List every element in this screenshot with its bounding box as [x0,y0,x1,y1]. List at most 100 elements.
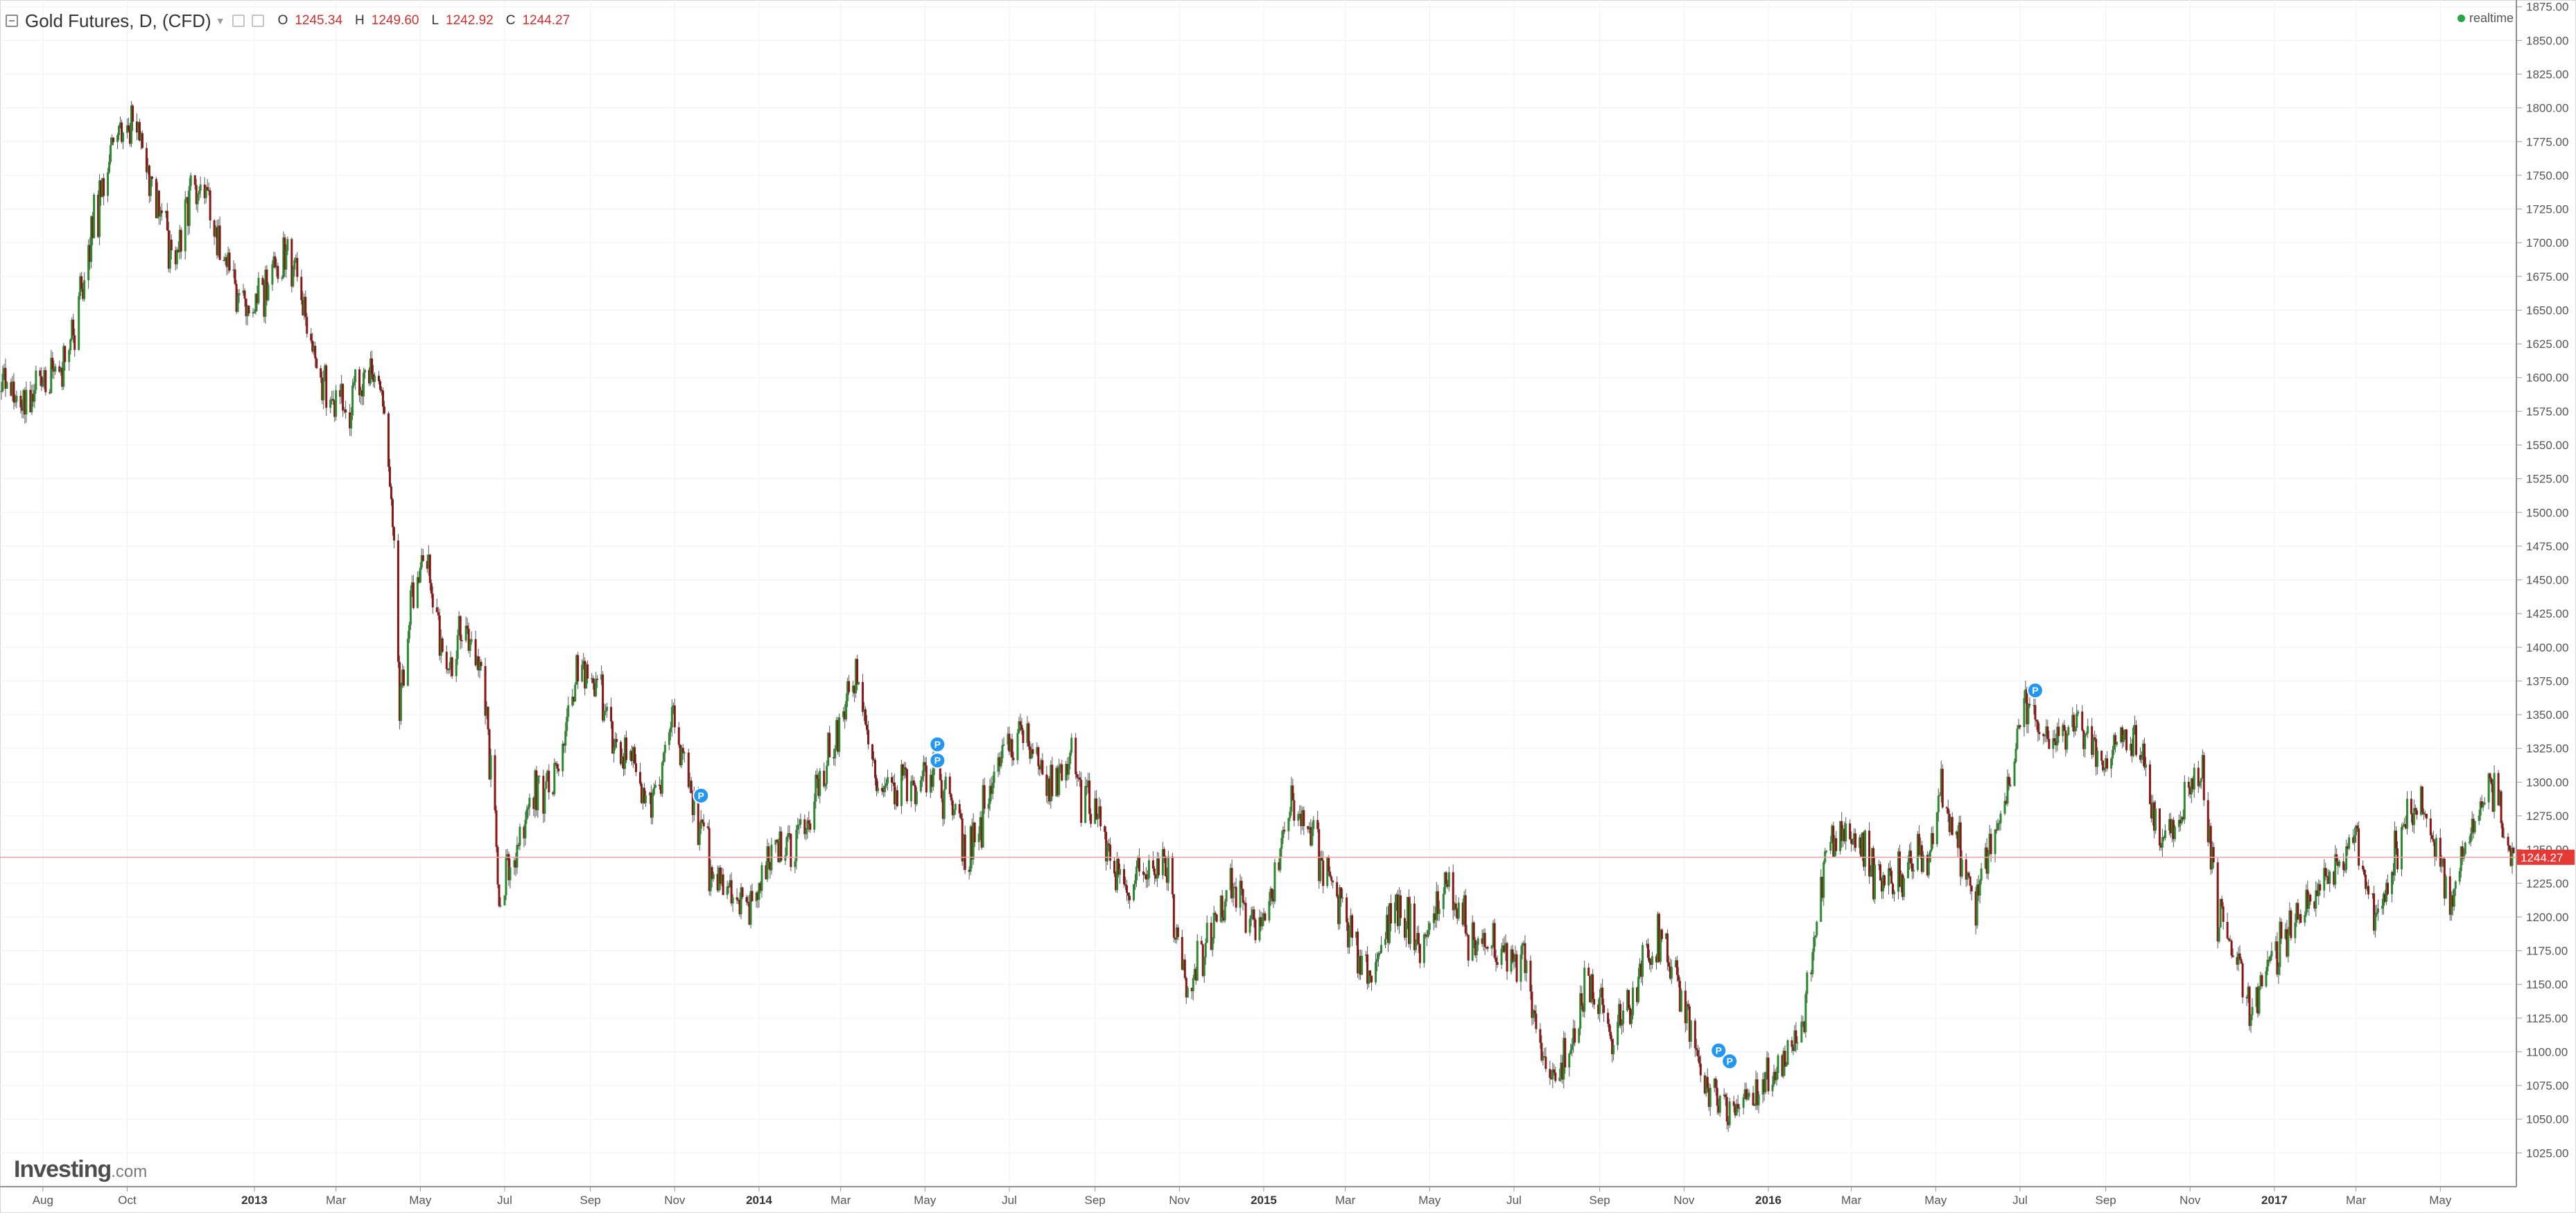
candle-up [2168,819,2170,831]
chevron-down-icon[interactable]: ▼ [215,15,225,26]
candle-up [2144,764,2147,768]
candle-up [1432,913,1435,923]
candle-down [2491,784,2494,812]
candle-up [1297,814,1300,821]
candle-up [2110,758,2113,769]
candle-down [2415,810,2418,815]
hide-icon[interactable] [251,15,264,27]
candle-down [1485,947,1488,948]
event-marker-label[interactable]: P [1726,1056,1732,1067]
y-tick-label: 1200.00 [2526,911,2568,924]
event-marker-icon[interactable] [929,735,946,753]
candle-up [369,358,372,384]
candle-up [1016,733,1019,760]
candle-up [795,829,798,862]
x-tick-label: May [2429,1194,2452,1207]
ohlc-open-value: 1245.34 [295,13,343,28]
candle-down [896,790,898,806]
event-marker-icon[interactable] [2026,682,2044,699]
candle-down [776,839,778,842]
event-marker-icon[interactable] [1721,1053,1739,1070]
x-tick-label: May [914,1194,937,1207]
candle-up [621,756,624,765]
candle-up [1775,1073,1778,1081]
candle-down [677,727,680,745]
candle-up [1059,764,1062,767]
candle-down [638,771,641,784]
x-tick-label: Nov [2179,1194,2201,1207]
candle-down [2009,785,2012,786]
event-marker-icon[interactable] [693,787,710,804]
candle-down [2276,941,2279,975]
candle-up [2487,773,2490,803]
candle-up [1887,868,1890,886]
candle-up [683,752,686,754]
candle-up [1416,932,1418,942]
event-marker-label[interactable]: P [934,739,941,750]
candle-up [199,184,202,191]
candle-up [991,783,994,794]
candle-down [2152,802,2155,831]
candle-up [1689,1020,1692,1042]
candle-down [1020,725,1023,731]
candle-up [680,747,683,765]
y-tick-label: 1025.00 [2526,1146,2568,1160]
candle-up [1258,917,1261,941]
event-marker-label[interactable]: P [1715,1045,1721,1056]
candle-up [2075,713,2078,728]
candle-down [1165,875,1168,883]
candle-up [217,225,220,256]
candle-down [40,376,43,387]
candle-down [1038,766,1041,770]
candle-up [168,239,171,269]
candle-down [2202,755,2205,801]
candle-down [1079,777,1081,780]
candle-up [416,577,419,609]
candle-down [880,787,883,792]
settings-icon[interactable] [232,15,245,27]
candle-up [119,122,122,126]
event-marker-label[interactable]: P [2032,685,2038,696]
candle-down [2414,808,2417,811]
event-marker-icon[interactable] [929,752,946,769]
candle-up [614,739,617,748]
candle-down [1696,1049,1699,1057]
candle-down [51,358,54,369]
candle-up [2471,819,2473,834]
candle-down [1795,1030,1798,1044]
candle-up [1746,1097,1749,1100]
candle-down [1012,758,1015,760]
event-marker-label[interactable]: P [934,755,941,766]
candle-down [1056,767,1059,796]
candle-down [1403,918,1406,938]
collapse-legend-button[interactable] [6,15,18,27]
candle-down [2042,733,2045,737]
candle-down [320,368,322,378]
candle-down [1561,1063,1564,1080]
candle-down [82,288,85,299]
candle-up [651,794,654,818]
event-marker-label[interactable]: P [698,790,704,801]
candle-up [2151,802,2154,819]
candle-up [1471,922,1474,961]
candle-up [1816,921,1818,936]
event-marker-icon[interactable] [1710,1042,1728,1059]
candle-up [146,165,149,173]
candle-up [2315,890,2317,909]
candle-down [1649,962,1652,965]
candle-up [663,744,666,753]
candle-down [2508,845,2511,851]
candle-down [141,133,143,148]
candle-down [905,769,908,801]
candle-down [1235,887,1237,908]
candle-up [1563,1038,1565,1080]
y-tick-label: 1725.00 [2526,203,2568,216]
candle-down [1890,871,1892,884]
candle-down [1366,954,1369,984]
candle-up [1030,749,1033,759]
candle-down [2245,997,2248,999]
candle-up [1119,869,1122,875]
